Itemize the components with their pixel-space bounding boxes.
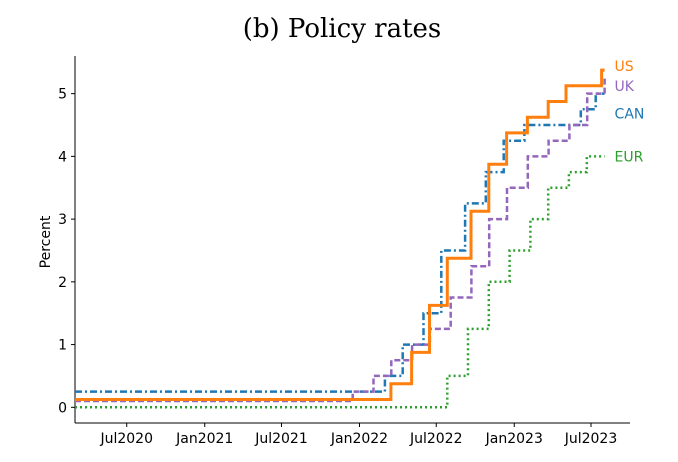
x-tick-label: Jul2022 <box>409 431 463 447</box>
y-tick-label: 1 <box>58 338 67 354</box>
series-label-us: US <box>615 59 634 75</box>
series-label-eur: EUR <box>615 149 644 165</box>
y-tick-label: 4 <box>58 149 67 165</box>
y-tick-label: 5 <box>58 87 67 103</box>
x-tick-label: Jan2021 <box>175 431 233 447</box>
series-label-uk: UK <box>615 79 635 95</box>
x-tick-label: Jan2022 <box>330 431 388 447</box>
series-label-can: CAN <box>615 107 645 123</box>
x-tick-label: Jan2023 <box>485 431 543 447</box>
y-tick-label: 2 <box>58 275 67 291</box>
x-tick-label: Jul2021 <box>254 431 308 447</box>
chart-title: (b) Policy rates <box>243 14 442 44</box>
y-tick-label: 3 <box>58 212 67 228</box>
x-tick-label: Jul2020 <box>99 431 153 447</box>
y-axis-label: Percent <box>38 215 54 268</box>
x-tick-label: Jul2023 <box>564 431 618 447</box>
series-line-us <box>75 68 605 401</box>
plot-area: 0 1 2 3 4 5 Jul2020 Jan2021 Jul2021 Jan2022 Jul202… <box>58 56 644 447</box>
series-line-uk <box>75 78 606 403</box>
series-line-can <box>75 92 605 393</box>
series-line-eur <box>75 155 605 409</box>
y-tick-label: 0 <box>58 400 67 416</box>
